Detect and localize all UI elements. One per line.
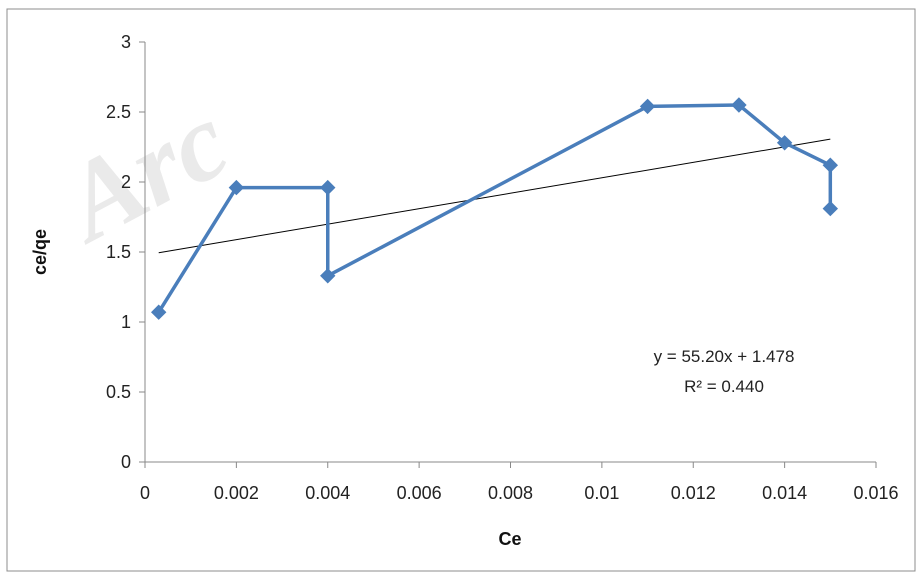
data-point-marker (731, 97, 747, 113)
y-tick-label: 1 (121, 312, 131, 332)
y-tick-label: 3 (121, 32, 131, 52)
trendline-equation: y = 55.20x + 1.478 (654, 347, 795, 366)
data-point-marker (150, 304, 167, 320)
x-tick-label: 0.014 (762, 483, 807, 503)
r-squared-label: R² = 0.440 (684, 377, 764, 396)
y-tick-label: 2.5 (106, 102, 131, 122)
data-point-marker (228, 179, 245, 196)
y-tick-label: 0.5 (106, 382, 131, 402)
y-tick-label: 0 (121, 452, 131, 472)
trendline-group (158, 138, 831, 254)
x-tick-label: 0.004 (305, 483, 350, 503)
x-tick-label: 0.01 (584, 483, 619, 503)
data-point-marker (320, 179, 336, 196)
y-tick-label: 1.5 (106, 242, 131, 262)
x-tick-label: 0 (140, 483, 150, 503)
data-point-marker (822, 157, 839, 173)
x-axis-ticks: 0 0.002 0.004 0.006 0.008 0.01 0.012 0.014 0.016 (140, 462, 899, 503)
x-tick-label: 0.016 (853, 483, 898, 503)
x-tick-label: 0.008 (488, 483, 533, 503)
chart-border (6, 8, 916, 572)
data-point-marker (776, 135, 793, 151)
y-tick-label: 2 (121, 172, 131, 192)
x-axis-title: Ce (498, 529, 521, 549)
series-group (150, 97, 839, 320)
data-point-marker (320, 268, 336, 284)
trendline (158, 138, 831, 254)
data-point-marker (822, 200, 839, 217)
data-point-marker (639, 98, 656, 115)
x-tick-label: 0.012 (671, 483, 716, 503)
x-tick-label: 0.002 (214, 483, 259, 503)
y-axis-ticks: 0 0.5 1 1.5 2 2.5 3 (106, 32, 145, 472)
x-tick-label: 0.006 (397, 483, 442, 503)
y-axis-title: ce/qe (30, 229, 50, 275)
